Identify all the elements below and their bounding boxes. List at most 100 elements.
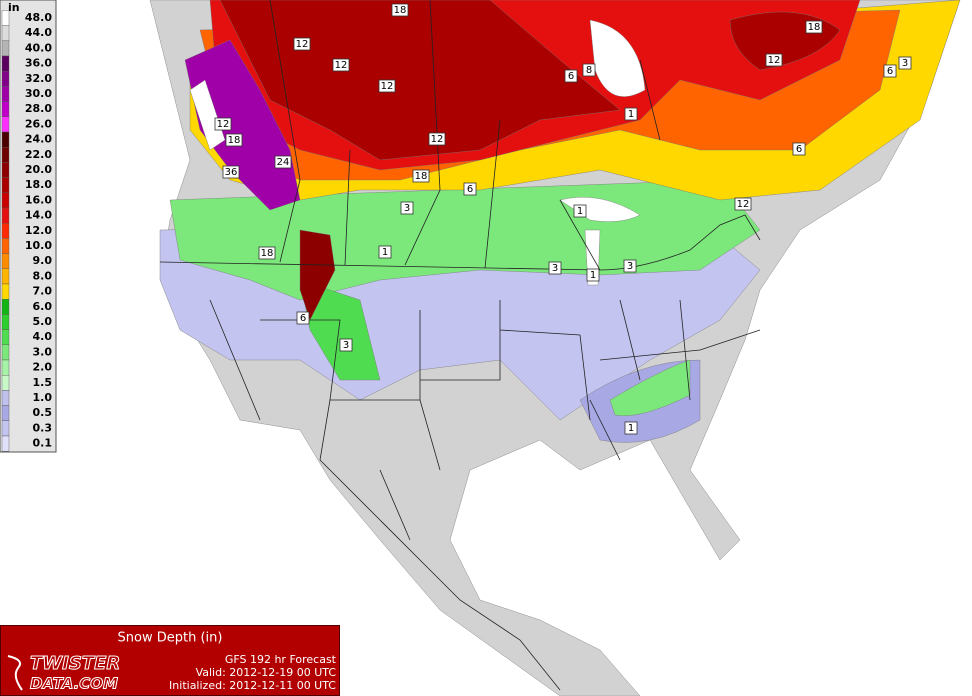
legend-label: 40.0 (25, 41, 52, 54)
mexico-lines (319, 459, 561, 691)
legend-swatch (1, 10, 10, 26)
legend-label: 8.0 (33, 269, 53, 282)
label: 18 (808, 22, 821, 33)
east-border (599, 214, 761, 271)
legend-label: 6.0 (33, 300, 53, 313)
contour-label: 18 (412, 169, 430, 183)
info-valid: Valid: 2012-12-19 00 UTC (196, 666, 337, 679)
legend-swatch (1, 435, 10, 452)
legend-label: 30.0 (25, 87, 52, 100)
contour-label: 12 (293, 37, 311, 51)
label: 6 (887, 66, 893, 77)
logo-bottom: DATA.COM (30, 675, 118, 693)
state-lines (209, 299, 761, 471)
label: 12 (335, 60, 348, 71)
legend-label: 10.0 (25, 239, 52, 252)
info-background (0, 625, 340, 696)
label: 12 (768, 55, 781, 66)
contour-label: 18 (391, 3, 409, 17)
legend-swatch (1, 55, 10, 72)
label: 12 (431, 134, 444, 145)
contour-label: 12 (378, 79, 396, 93)
legend-swatch (1, 192, 10, 209)
label: 1 (628, 423, 634, 434)
green-se (609, 359, 691, 416)
label: 6 (568, 71, 574, 82)
legend-swatch (1, 359, 10, 376)
contour-label: 1 (586, 268, 600, 282)
legend-swatch (1, 70, 10, 87)
legend-label: 1.0 (33, 391, 53, 404)
label: 6 (300, 313, 306, 324)
label: 12 (217, 119, 230, 130)
info-initialized: Initialized: 2012-12-11 00 UTC (169, 679, 336, 692)
contour-label: 12 (734, 197, 752, 211)
us-canada-border (159, 261, 601, 271)
label: 1 (577, 206, 583, 217)
contour-label: 3 (898, 56, 912, 70)
label: 18 (261, 248, 274, 259)
legend-label: 4.0 (33, 330, 53, 343)
label: 18 (394, 5, 407, 16)
contour-label: 12 (765, 53, 783, 67)
label: 8 (586, 65, 592, 76)
legend-swatch (1, 177, 10, 194)
contour-label: 36 (222, 165, 240, 179)
label: 3 (343, 340, 349, 351)
label: 3 (902, 58, 908, 69)
legend-swatch (1, 238, 10, 254)
legend-swatch (1, 390, 10, 406)
snow-layers (149, 0, 961, 696)
dark-red (219, 0, 621, 161)
contour-label: 3 (339, 338, 353, 352)
contour-labels: 18 12 12 12 12 18 24 36 12 18 6 3 18 1 6… (214, 3, 912, 435)
legend-swatch (1, 86, 10, 102)
legend-label: 14.0 (25, 209, 52, 222)
contour-label: 12 (428, 132, 446, 146)
contour-label: 6 (564, 69, 578, 83)
label: 36 (225, 167, 238, 178)
contour-label: 1 (378, 245, 392, 259)
legend-label: 5.0 (33, 315, 53, 328)
legend-label: 48.0 (25, 11, 52, 24)
legend-swatch (1, 283, 10, 300)
borders (159, 0, 761, 691)
legend-swatch (1, 101, 10, 117)
legend-swatch (1, 314, 10, 330)
label: 24 (277, 157, 290, 168)
contour-label: 18 (805, 20, 823, 34)
contour-label: 12 (214, 117, 232, 131)
legend-label: 0.3 (33, 421, 53, 434)
label: 18 (228, 135, 241, 146)
legend-label: 3.0 (33, 345, 53, 358)
legend-swatch (1, 268, 10, 285)
legend-label: 1.5 (33, 376, 53, 389)
label: 12 (737, 199, 750, 210)
label: 6 (796, 144, 802, 155)
legend-label: 0.5 (33, 406, 53, 419)
legend-label: 7.0 (33, 285, 53, 298)
legend-swatch (1, 375, 10, 391)
legend-swatch (1, 40, 10, 57)
legend-label: 20.0 (25, 163, 52, 176)
contour-label: 6 (463, 182, 477, 196)
label: 18 (415, 171, 428, 182)
contour-label: 3 (400, 201, 414, 215)
label: 1 (590, 270, 596, 281)
legend-swatch (1, 131, 10, 148)
white-peaks (189, 79, 226, 151)
contour-label: 12 (332, 58, 350, 72)
legend-label: 0.1 (33, 437, 53, 450)
legend-swatch (1, 405, 10, 422)
info-forecast: GFS 192 hr Forecast (225, 653, 337, 666)
legend-swatch (1, 146, 10, 163)
legend-label: 36.0 (25, 57, 52, 70)
contour-label: 18 (225, 133, 243, 147)
contour-label: 3 (623, 259, 637, 273)
legend: in 48.0 44.0 40.0 36.0 32.0 30.0 28.0 26.0 24.0 2… (0, 0, 57, 453)
legend-swatch (1, 420, 10, 437)
legend-swatch (1, 222, 10, 239)
contour-label: 6 (296, 311, 310, 325)
legend-label: 2.0 (33, 361, 53, 374)
